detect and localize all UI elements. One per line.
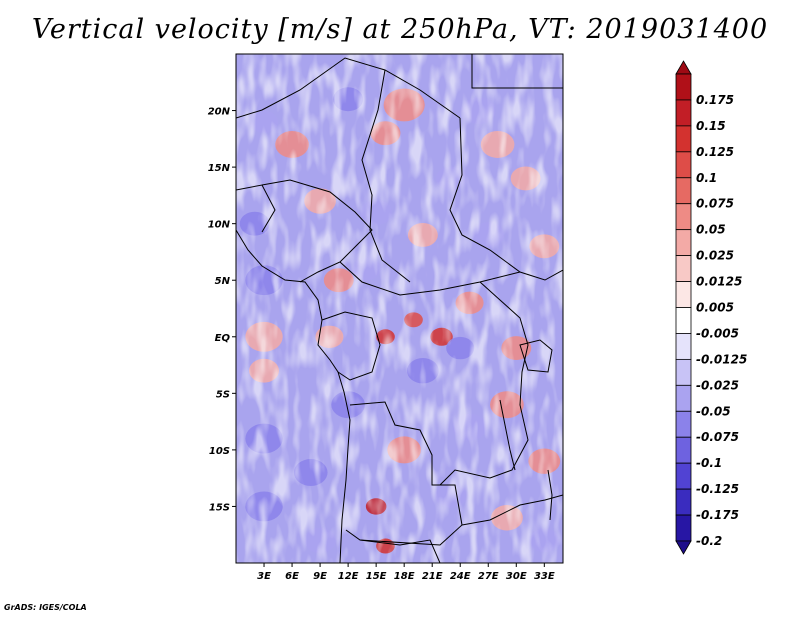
border-angola: [345, 401, 463, 546]
colorbar-bin: [675, 307, 692, 334]
colorbar-label: -0.0125: [696, 352, 747, 366]
colorbar-top-arrow: [675, 60, 692, 75]
colorbar-bin: [675, 281, 692, 308]
colorbar-bin: [675, 384, 692, 412]
lon-tick-label: 15E: [366, 571, 387, 582]
colorbar-bin: [675, 358, 692, 386]
colorbar-bottom-arrow: [675, 540, 692, 555]
colorbar-bin: [675, 99, 692, 127]
colorbar-bin: [675, 203, 692, 231]
map-frame: [235, 53, 564, 564]
lon-tick-label: 27E: [478, 571, 499, 582]
colorbar-bin: [675, 488, 692, 516]
longitude-axis: 3E 6E 9E 12E 15E 18E 21E 24E 27E 30E 33E: [257, 563, 555, 582]
colorbar-bin: [675, 410, 692, 438]
lon-tick-label: 3E: [257, 571, 271, 582]
lake-victoria: [519, 339, 553, 373]
colorbar-bin: [675, 125, 692, 153]
border-car: [339, 261, 521, 296]
coastline-west: [236, 229, 351, 563]
colorbar-label: 0.075: [696, 197, 734, 211]
colorbar-label: 0.05: [696, 223, 726, 237]
colorbar-label: 0.1: [696, 171, 717, 185]
colorbar-label: -0.125: [696, 482, 739, 496]
lon-tick-label: 30E: [506, 571, 527, 582]
border-mali-burkina: [236, 184, 276, 233]
lat-tick-label: 5N: [215, 276, 231, 287]
lat-tick-label: 10S: [209, 446, 230, 457]
border-namibia: [359, 539, 441, 563]
lon-tick-label: 24E: [450, 571, 471, 582]
colorbar-bin: [675, 462, 692, 490]
country-borders: [236, 54, 563, 563]
colorbar: 0.175 0.15 0.125 0.1 0.075 0.05 0.025 0.0125 0.0…: [675, 60, 747, 555]
colorbar-label: 0.125: [696, 145, 734, 159]
colorbar-bin: [675, 73, 692, 101]
lat-tick-label: 20N: [208, 107, 231, 118]
chart-title: Vertical velocity [m/s] at 250hPa, VT: 2…: [31, 14, 769, 45]
lon-tick-label: 9E: [313, 571, 327, 582]
border-zambia: [461, 494, 563, 526]
grads-credit: GrADS: IGES/COLA: [4, 603, 87, 612]
lat-tick-label: EQ: [215, 333, 231, 344]
border-chad-west: [361, 69, 411, 283]
colorbar-bin: [675, 255, 692, 282]
colorbar-label: -0.1: [696, 456, 722, 470]
colorbar-label: -0.2: [696, 534, 722, 548]
colorbar-label: 0.005: [696, 301, 734, 315]
colorbar-label: 0.025: [696, 249, 734, 263]
lat-tick-label: 5S: [216, 389, 230, 400]
border-congo: [321, 311, 381, 381]
lon-tick-label: 12E: [338, 571, 359, 582]
border-libya-egypt: [471, 54, 563, 89]
colorbar-bin: [675, 177, 692, 205]
lon-tick-label: 18E: [394, 571, 415, 582]
latitude-axis: 20N 15N 10N 5N EQ 5S 10S 15S: [208, 107, 236, 513]
lon-tick-label: 6E: [285, 571, 299, 582]
lon-tick-label: 21E: [422, 571, 443, 582]
colorbar-label: -0.05: [696, 404, 731, 418]
colorbar-bin: [675, 151, 692, 179]
colorbar-bin: [675, 229, 692, 257]
colorbar-label: -0.075: [696, 430, 739, 444]
border-chad-sudan: [449, 117, 563, 281]
lat-tick-label: 10N: [208, 220, 231, 231]
lake-malawi: [547, 469, 553, 521]
lat-tick-label: 15S: [209, 502, 230, 513]
colorbar-bin: [675, 514, 692, 542]
border-nigeria: [261, 179, 373, 283]
border-algeria-niger: [236, 57, 461, 119]
colorbar-label: -0.005: [696, 326, 739, 340]
colorbar-label: 0.0125: [696, 275, 742, 289]
colorbar-label: 0.175: [696, 93, 734, 107]
white-streak-overlay: [236, 54, 563, 563]
lake-tanganyika: [499, 399, 516, 471]
colorbar-label: -0.025: [696, 378, 739, 392]
colorbar-bin: [675, 333, 692, 360]
lat-tick-label: 15N: [208, 163, 231, 174]
colorbar-label: 0.15: [696, 119, 726, 133]
border-drc-east: [439, 281, 529, 486]
map-panel: 20N 15N 10N 5N EQ 5S 10S 15S 3E 6E 9E 12E 15E 18E 21E…: [208, 53, 564, 582]
colorbar-label: -0.175: [696, 508, 739, 522]
colorbar-bin: [675, 436, 692, 464]
lon-tick-label: 33E: [534, 571, 555, 582]
